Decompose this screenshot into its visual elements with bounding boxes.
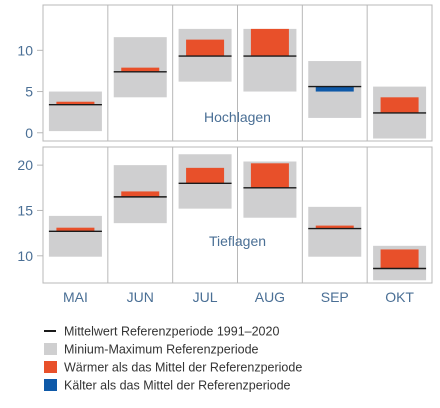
warmer-bar bbox=[121, 67, 160, 72]
y-tick-label: 15 bbox=[17, 202, 33, 218]
range-bar bbox=[48, 91, 102, 132]
legend-label: Mittelwert Referenzperiode 1991–2020 bbox=[64, 325, 279, 339]
warmer-bar bbox=[121, 191, 160, 197]
y-tick-label: 5 bbox=[25, 84, 33, 100]
y-tick-label: 0 bbox=[25, 125, 33, 141]
range-bar bbox=[113, 37, 167, 98]
x-tick-label: AUG bbox=[255, 289, 285, 305]
warmer-bar bbox=[186, 167, 225, 184]
warmer-bar bbox=[250, 163, 289, 188]
range-bar bbox=[48, 215, 102, 257]
panel-tieflagen: 10 15 20 Tieflagen bbox=[17, 146, 433, 284]
y-tick-label: 20 bbox=[17, 157, 33, 173]
warmer-bar bbox=[56, 101, 95, 105]
x-tick-label: JUL bbox=[193, 289, 218, 305]
legend-label: Minium-Maximum Referenzperiode bbox=[64, 343, 259, 357]
warmer-bar bbox=[380, 249, 419, 269]
legend-label: Wärmer als das Mittel der Referenzperiod… bbox=[64, 361, 302, 375]
warmer-bar bbox=[186, 39, 225, 57]
range-bar bbox=[308, 206, 362, 257]
legend-swatch-icon bbox=[44, 379, 57, 391]
panel-label: Hochlagen bbox=[204, 109, 271, 125]
warmer-bar bbox=[56, 227, 95, 232]
legend: Mittelwert Referenzperiode 1991–2020 Mini… bbox=[44, 325, 302, 393]
legend-swatch-icon bbox=[44, 343, 57, 355]
panel-hochlagen: 0 5 10 Hochlagen bbox=[17, 4, 433, 142]
x-tick-label: JUN bbox=[127, 289, 154, 305]
y-tick-label: 10 bbox=[17, 248, 33, 264]
x-tick-label: SEP bbox=[321, 289, 349, 305]
warmer-bar bbox=[315, 225, 354, 229]
x-tick-label: MAI bbox=[63, 289, 88, 305]
legend-label: Kälter als das Mittel der Referenzperiod… bbox=[64, 379, 291, 393]
y-tick-label: 10 bbox=[17, 42, 33, 58]
warmer-bar bbox=[380, 97, 419, 113]
legend-swatch-icon bbox=[44, 361, 57, 373]
colder-bar bbox=[315, 86, 354, 92]
panel-label: Tieflagen bbox=[209, 233, 266, 249]
x-tick-label: OKT bbox=[385, 289, 414, 305]
warmer-bar bbox=[250, 28, 289, 57]
